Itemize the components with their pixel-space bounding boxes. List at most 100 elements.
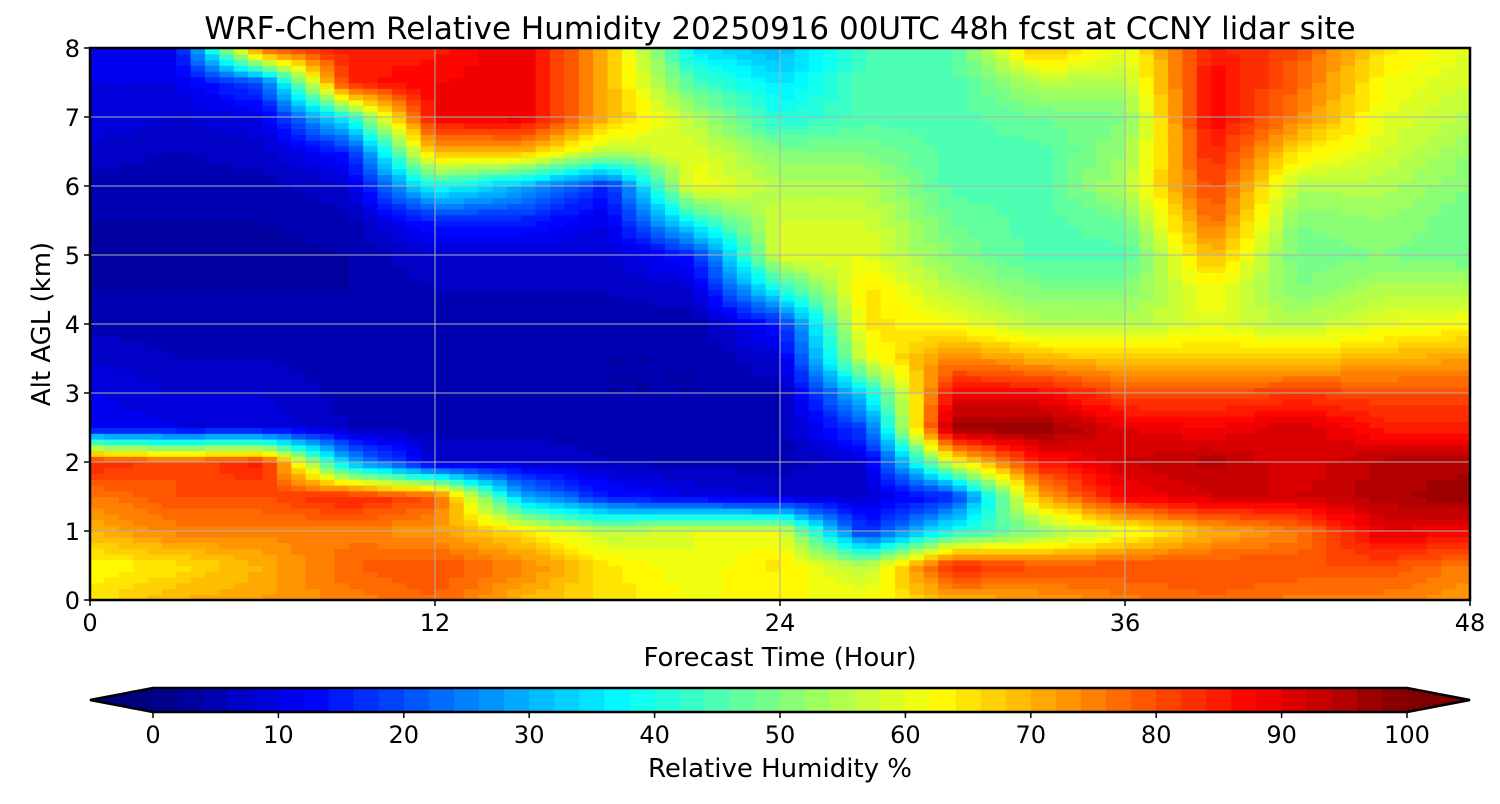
heatmap-cell — [593, 324, 609, 331]
heatmap-cell — [578, 513, 594, 521]
heatmap-cell — [780, 232, 795, 239]
heatmap-cell — [780, 278, 795, 285]
heatmap-cell — [593, 157, 609, 164]
heatmap-cell — [205, 473, 220, 480]
heatmap-cell — [176, 404, 192, 411]
heatmap-cell — [348, 559, 364, 567]
heatmap-cell — [550, 335, 565, 342]
heatmap-cell — [808, 548, 824, 555]
heatmap-cell — [391, 232, 407, 239]
heatmap-cell — [377, 76, 393, 84]
heatmap-cell — [492, 571, 508, 578]
heatmap-cell — [161, 341, 177, 348]
heatmap-cell — [190, 278, 206, 285]
heatmap-cell — [161, 439, 177, 446]
heatmap-cell — [219, 243, 235, 250]
heatmap-cell — [248, 565, 264, 572]
heatmap-cell — [377, 462, 393, 469]
heatmap-cell — [578, 462, 594, 469]
heatmap-cell — [391, 209, 407, 216]
heatmap-cell — [506, 191, 522, 199]
heatmap-cell — [564, 122, 580, 130]
heatmap-cell — [679, 404, 695, 411]
heatmap-cell — [348, 456, 364, 463]
heatmap-cell — [320, 157, 335, 164]
heatmap-cell — [780, 398, 795, 406]
heatmap-cell — [248, 301, 264, 308]
heatmap-cell — [578, 48, 594, 55]
heatmap-cell — [262, 197, 278, 204]
heatmap-cell — [406, 433, 422, 440]
heatmap-cell — [521, 571, 537, 578]
heatmap-cell — [478, 456, 494, 463]
heatmap-cell — [650, 295, 666, 302]
heatmap-cell — [90, 105, 105, 112]
heatmap-cell — [90, 249, 105, 256]
heatmap-cell — [233, 444, 249, 452]
heatmap-cell — [492, 197, 508, 204]
heatmap-cell — [593, 352, 609, 360]
heatmap-cell — [334, 329, 350, 337]
heatmap-cell — [751, 117, 767, 124]
heatmap-cell — [291, 398, 307, 406]
heatmap-cell — [780, 479, 795, 486]
heatmap-cell — [391, 266, 407, 273]
heatmap-cell — [463, 370, 479, 377]
heatmap-cell — [90, 226, 105, 233]
heatmap-cell — [693, 301, 709, 308]
heatmap-cell — [233, 410, 249, 417]
heatmap-cell — [133, 554, 149, 561]
heatmap-cell — [506, 421, 522, 429]
heatmap-cell — [708, 249, 724, 256]
heatmap-cell — [665, 358, 680, 365]
heatmap-cell — [751, 571, 767, 578]
heatmap-cell — [607, 456, 623, 463]
heatmap-cell — [679, 295, 695, 302]
heatmap-cell — [851, 410, 867, 417]
heatmap-cell — [463, 168, 479, 176]
heatmap-cell — [205, 462, 220, 469]
heatmap-cell — [736, 456, 752, 463]
heatmap-cell — [679, 191, 695, 199]
heatmap-cell — [406, 59, 422, 66]
heatmap-cell — [334, 266, 350, 273]
heatmap-cell — [621, 387, 637, 394]
heatmap-cell — [693, 255, 709, 262]
heatmap-cell — [621, 134, 637, 141]
heatmap-cell — [823, 370, 839, 377]
heatmap-cell — [248, 289, 264, 296]
heatmap-cell — [90, 312, 105, 319]
heatmap-cell — [521, 548, 537, 555]
heatmap-cell — [262, 94, 278, 101]
heatmap-cell — [262, 416, 278, 423]
heatmap-cell — [348, 513, 364, 521]
heatmap-cell — [535, 335, 551, 342]
heatmap-cell — [147, 260, 163, 268]
heatmap-cell — [348, 134, 364, 141]
heatmap-cell — [506, 513, 522, 521]
heatmap-cell — [693, 531, 709, 538]
heatmap-cell — [780, 577, 795, 584]
heatmap-cell — [578, 375, 594, 383]
heatmap-cell — [851, 508, 867, 515]
heatmap-cell — [133, 335, 149, 342]
heatmap-cell — [276, 502, 292, 509]
heatmap-cell — [406, 289, 422, 296]
heatmap-cell — [348, 226, 364, 233]
heatmap-cell — [377, 548, 393, 555]
heatmap-cell — [291, 433, 307, 440]
heatmap-cell — [593, 122, 609, 130]
heatmap-cell — [406, 214, 422, 222]
heatmap-cell — [262, 140, 278, 147]
heatmap-cell — [147, 209, 163, 216]
heatmap-cell — [118, 329, 134, 337]
heatmap-cell — [636, 191, 652, 199]
heatmap-cell — [435, 329, 450, 337]
heatmap-cell — [693, 186, 709, 193]
heatmap-cell — [564, 370, 580, 377]
heatmap-cell — [420, 479, 436, 486]
heatmap-cell — [219, 105, 235, 112]
heatmap-cell — [334, 582, 350, 590]
heatmap-cell — [621, 122, 637, 130]
heatmap-cell — [722, 180, 738, 187]
